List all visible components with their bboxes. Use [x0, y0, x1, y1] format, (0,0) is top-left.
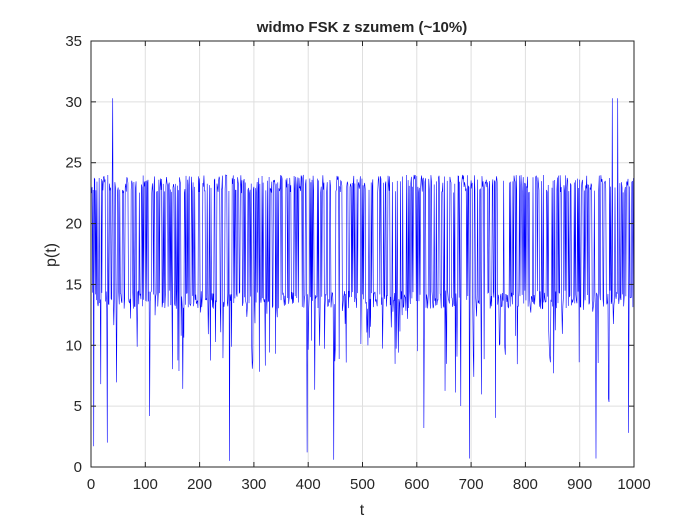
x-tick-label: 600: [404, 476, 429, 493]
x-tick-label: 1000: [617, 476, 650, 493]
x-tick-label: 400: [296, 476, 321, 493]
x-tick-label: 0: [87, 476, 95, 493]
y-tick-label: 0: [74, 459, 82, 476]
series-layer: [90, 98, 634, 461]
x-tick-label: 800: [513, 476, 538, 493]
x-tick-label: 200: [187, 476, 212, 493]
y-tick-label: 10: [65, 337, 82, 354]
x-tick-label: 500: [350, 476, 375, 493]
y-tick-label: 25: [65, 155, 82, 172]
series-line: [90, 98, 634, 461]
chart-title: widmo FSK z szumem (~10%): [256, 19, 467, 36]
x-tick-label: 900: [567, 476, 592, 493]
x-tick-label: 300: [241, 476, 266, 493]
y-tick-label: 20: [65, 216, 82, 233]
y-tick-label: 35: [65, 33, 82, 50]
y-tick-label: 5: [74, 398, 82, 415]
y-tick-label: 15: [65, 276, 82, 293]
x-axis-label: t: [360, 502, 365, 519]
y-tick-label: 30: [65, 94, 82, 111]
x-tick-label: 700: [459, 476, 484, 493]
x-tick-label: 100: [133, 476, 158, 493]
tick-labels: 0 100 200 300 400 500 600 700 800 900 1000 0 5 10 15 20…: [65, 33, 650, 493]
y-axis-label: p(t): [43, 243, 60, 267]
axes: [90, 40, 635, 468]
